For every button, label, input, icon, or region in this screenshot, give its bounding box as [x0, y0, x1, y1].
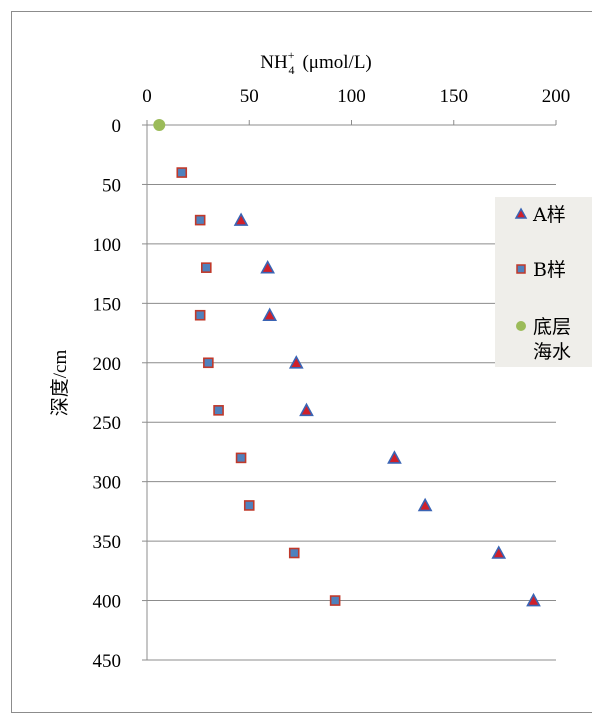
- x-tick-label-100: 100: [337, 86, 366, 107]
- gridlines: [142, 120, 557, 661]
- point-series1-6: [417, 497, 433, 512]
- point-series1-0: [233, 212, 249, 226]
- point-series2-6: [235, 452, 247, 464]
- point-series2-8: [288, 547, 300, 559]
- x-axis-title-unit: (μmol/L): [302, 52, 371, 73]
- y-tick-label-350: 350: [93, 532, 122, 553]
- legend-label-seawater-line2: 海水: [533, 341, 571, 363]
- y-tick-label-0: 0: [112, 116, 122, 137]
- point-series1-8: [526, 592, 541, 607]
- point-series1-7: [491, 545, 507, 559]
- x-axis-ticks: 0 50 100 150 200: [142, 86, 570, 107]
- point-series2-5: [213, 405, 224, 416]
- x-tick-label-0: 0: [142, 86, 152, 107]
- y-axis-title: 深度/cm: [49, 350, 71, 417]
- y-tick-label-450: 450: [93, 651, 122, 672]
- data-points: [153, 119, 541, 607]
- legend-label-seawater-line1: 底层: [533, 316, 571, 338]
- legend-label-a: A样: [532, 204, 566, 226]
- x-axis-title-main: NH: [260, 52, 288, 73]
- y-tick-label-300: 300: [93, 473, 122, 494]
- point-series2-7: [243, 500, 255, 511]
- legend-background: [495, 197, 592, 367]
- point-series2-1: [194, 214, 206, 226]
- point-series1-4: [299, 402, 314, 417]
- point-series1-2: [262, 307, 278, 322]
- x-axis-title-sup: +: [288, 48, 295, 62]
- legend-label-b: B样: [533, 259, 566, 281]
- y-tick-label-250: 250: [93, 413, 122, 434]
- legend-marker-a: [514, 207, 528, 219]
- y-tick-label-400: 400: [93, 592, 122, 613]
- point-series3-0: [153, 119, 166, 131]
- point-series1-3: [288, 355, 304, 369]
- y-tick-label-100: 100: [93, 235, 122, 256]
- x-tick-label-200: 200: [542, 86, 571, 107]
- point-series1-5: [387, 450, 402, 464]
- x-tick-label-150: 150: [440, 86, 469, 107]
- y-tick-label-50: 50: [102, 175, 121, 196]
- x-axis-title-sub: 4: [288, 63, 294, 77]
- point-series2-3: [194, 309, 206, 321]
- scatter-chart: 0 50 100 150 200 0 50 100 150 200 250 300 350 400 450…: [49, 48, 592, 672]
- legend-marker-b: [516, 264, 526, 274]
- x-axis-title: NH+ 4 (μmol/L): [260, 48, 372, 77]
- y-tick-label-200: 200: [93, 354, 122, 375]
- legend: A样 B样 底层 海水: [495, 197, 592, 367]
- y-axis-ticks: 0 50 100 150 200 250 300 350 400 450: [93, 116, 122, 672]
- x-tick-label-50: 50: [240, 86, 259, 107]
- point-series2-9: [329, 595, 341, 606]
- point-series2-0: [176, 167, 188, 178]
- point-series2-4: [203, 357, 214, 369]
- y-tick-label-150: 150: [93, 294, 122, 315]
- point-series2-2: [201, 262, 212, 273]
- point-series1-1: [260, 259, 276, 274]
- legend-marker-seawater: [516, 321, 526, 331]
